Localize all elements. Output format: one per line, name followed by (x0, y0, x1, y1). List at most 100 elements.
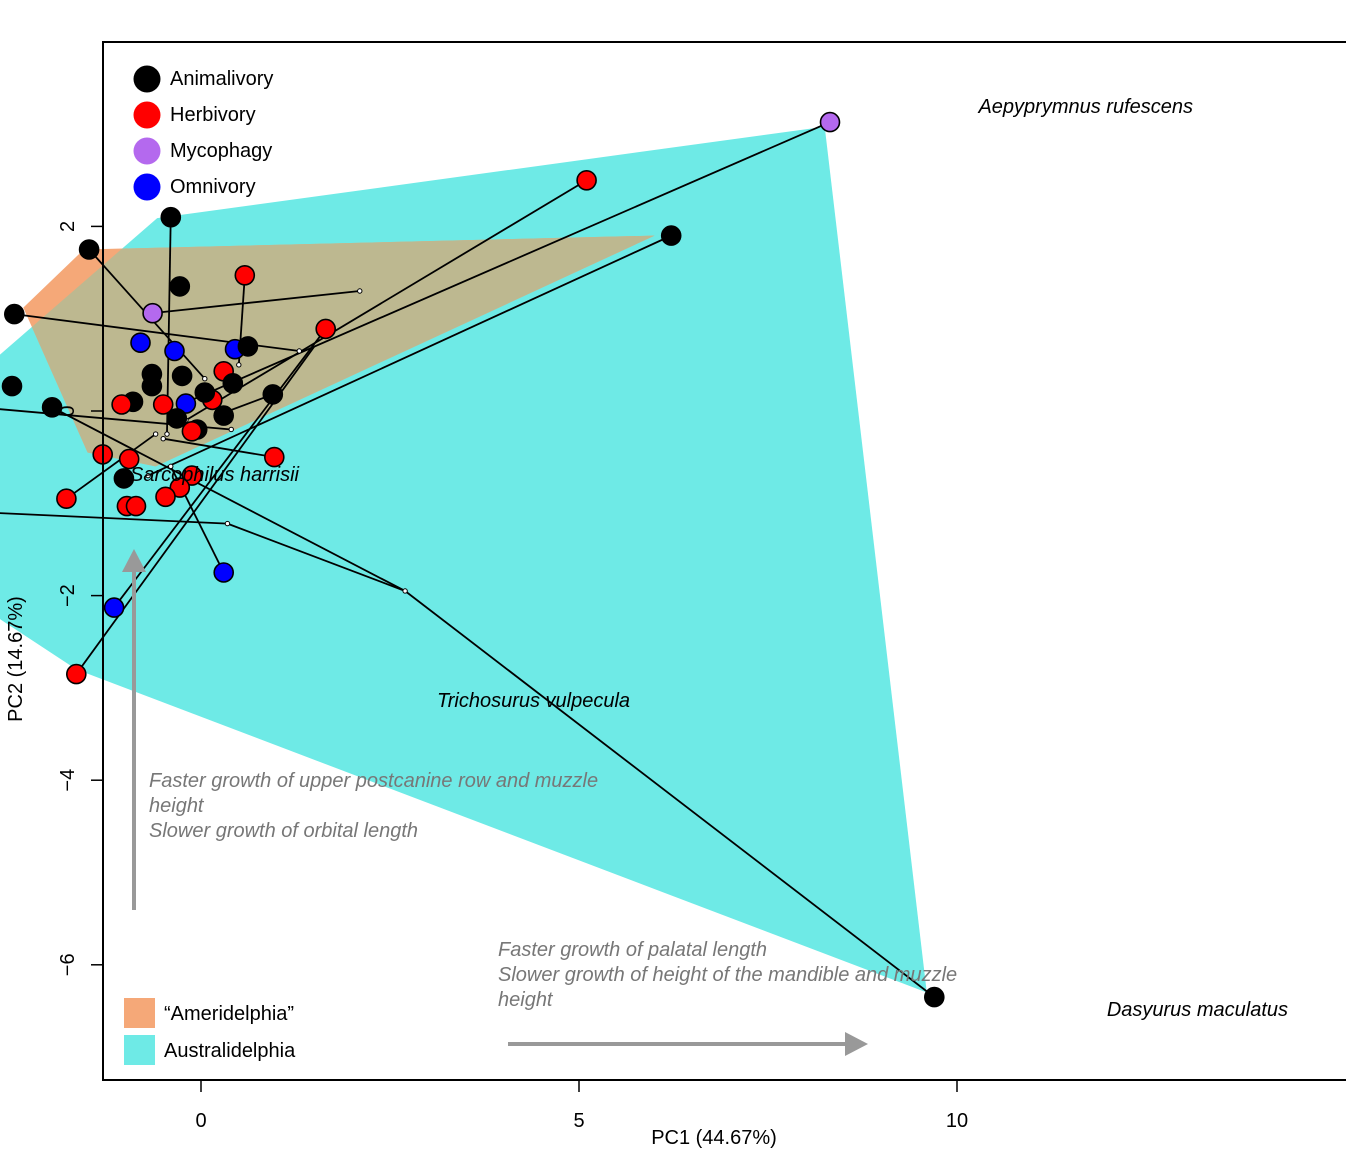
phylogeny-node (228, 426, 234, 433)
legend-swatch-animalivory (133, 65, 161, 93)
point-animalivory (160, 206, 182, 228)
pc2-annotation-line-2: height (149, 795, 205, 817)
point-animalivory (923, 986, 945, 1008)
point-animalivory (78, 239, 100, 260)
pc2-arrow-head (122, 549, 146, 572)
phylogeny-node (402, 588, 408, 594)
point-animalivory (262, 384, 284, 405)
legend-label-herbivory: Herbivory (170, 104, 256, 126)
legend-swatch-herbivory (133, 101, 161, 129)
y-tick-label: −6 (57, 953, 79, 976)
point-herbivory (56, 488, 77, 510)
legend-label-animalivory: Animalivory (170, 68, 273, 90)
phylogeny-edge (65, 433, 157, 500)
point-animalivory (141, 375, 163, 397)
point-herbivory (576, 170, 597, 191)
point-animalivory (1, 375, 23, 397)
phylogeny-node (357, 288, 363, 294)
point-herbivory (169, 477, 191, 498)
point-herbivory (181, 420, 203, 442)
point-animalivory (41, 396, 63, 418)
phylogeny-edge (404, 590, 935, 998)
point-herbivory (111, 394, 132, 415)
x-axis-ticks: −50510 (195, 1080, 968, 1132)
point-herbivory (66, 663, 87, 685)
point-omnivory (130, 332, 151, 354)
point-herbivory (155, 486, 176, 508)
phylogeny-node (296, 348, 302, 354)
point-omnivory (103, 597, 125, 618)
y-axis-ticks: −6 −4 −2 0 2 (57, 221, 103, 976)
phylogeny-node (145, 472, 151, 479)
phylogeny-edge (227, 522, 406, 592)
legend-swatch-omnivory (133, 173, 161, 201)
phylogeny-node (164, 431, 170, 437)
point-animalivory (4, 303, 25, 325)
y-tick-label: 0 (57, 405, 79, 416)
legend-label-australidelphia: Australidelphia (164, 1040, 296, 1062)
point-herbivory (234, 264, 256, 286)
phylogeny-edge (163, 437, 275, 459)
legend-label-mycophagy: Mycophagy (170, 140, 272, 162)
phylogeny-edge (152, 290, 360, 315)
point-omnivory (164, 340, 185, 362)
phylogeny-edge (51, 406, 406, 592)
pc1-annotation-line-3: height (498, 989, 554, 1011)
point-animalivory (166, 408, 188, 429)
species-label-dasyurus: Dasyurus maculatus (1107, 999, 1288, 1021)
point-herbivory (263, 446, 285, 468)
point-herbivory (152, 394, 174, 415)
phylogeny-node (168, 463, 174, 470)
point-mycophagy (819, 111, 841, 133)
point-herbivory (181, 465, 203, 486)
species-label-aepyprymnus: Aepyprymnus rufescens (977, 96, 1193, 118)
point-omnivory (213, 562, 234, 583)
point-animalivory (169, 276, 191, 297)
legend-swatch-ameridelphia (124, 998, 155, 1028)
legend-swatch-australidelphia (124, 1035, 155, 1065)
x-tick-label: 5 (573, 1110, 584, 1132)
pc1-annotation-line-1: Faster growth of palatal length (498, 939, 767, 961)
x-tick-label: 0 (195, 1110, 206, 1132)
diet-legend: Animalivory Herbivory Mycophagy Omnivory (133, 65, 273, 201)
species-labels: Aepyprymnus rufescens Sarcophilus harris… (130, 96, 1288, 1021)
y-tick-label: −2 (57, 584, 79, 607)
phylogeny-edge (113, 328, 327, 609)
point-animalivory (194, 382, 216, 403)
y-axis-title: PC2 (14.67%) (5, 596, 27, 722)
legend-swatch-mycophagy (133, 137, 161, 165)
point-animalivory (660, 225, 682, 246)
species-label-sarcophilus: Sarcophilus harrisii (130, 464, 300, 486)
species-label-trichosurus: Trichosurus vulpecula (437, 690, 630, 712)
phylogeny-node (152, 431, 159, 437)
pc2-annotation: Faster growth of upper postcanine row an… (122, 549, 598, 910)
y-tick-label: −4 (57, 769, 79, 792)
point-mycophagy (142, 302, 163, 324)
point-herbivory (118, 448, 140, 470)
point-animalivory (237, 336, 259, 357)
phylogeny-edge (185, 179, 588, 422)
phylogeny-node (224, 520, 231, 527)
pc2-annotation-line-1: Faster growth of upper postcanine row an… (149, 770, 598, 792)
x-axis-title: PC1 (44.67%) (651, 1127, 777, 1149)
point-omnivory (175, 393, 197, 414)
phylogeny-edge (147, 234, 672, 477)
legend-label-omnivory: Omnivory (170, 176, 256, 198)
point-animalivory (113, 468, 135, 489)
point-animalivory (213, 405, 234, 426)
phylogeny-node (202, 375, 208, 382)
point-animalivory (171, 365, 193, 387)
phylogeny-node (160, 435, 166, 442)
phylogeny-edge (0, 512, 228, 525)
pc2-annotation-line-3: Slower growth of orbital length (149, 820, 418, 842)
phylogeny-node (236, 362, 242, 368)
x-tick-label: 10 (946, 1110, 968, 1132)
phylogeny-edges (0, 121, 935, 998)
point-animalivory (222, 372, 244, 394)
pc1-arrow-head (845, 1032, 868, 1056)
legend-label-ameridelphia: “Ameridelphia” (164, 1003, 294, 1025)
pc1-annotation-line-2: Slower growth of height of the mandible … (498, 964, 957, 986)
point-herbivory (315, 318, 337, 340)
y-tick-label: 2 (57, 221, 79, 232)
